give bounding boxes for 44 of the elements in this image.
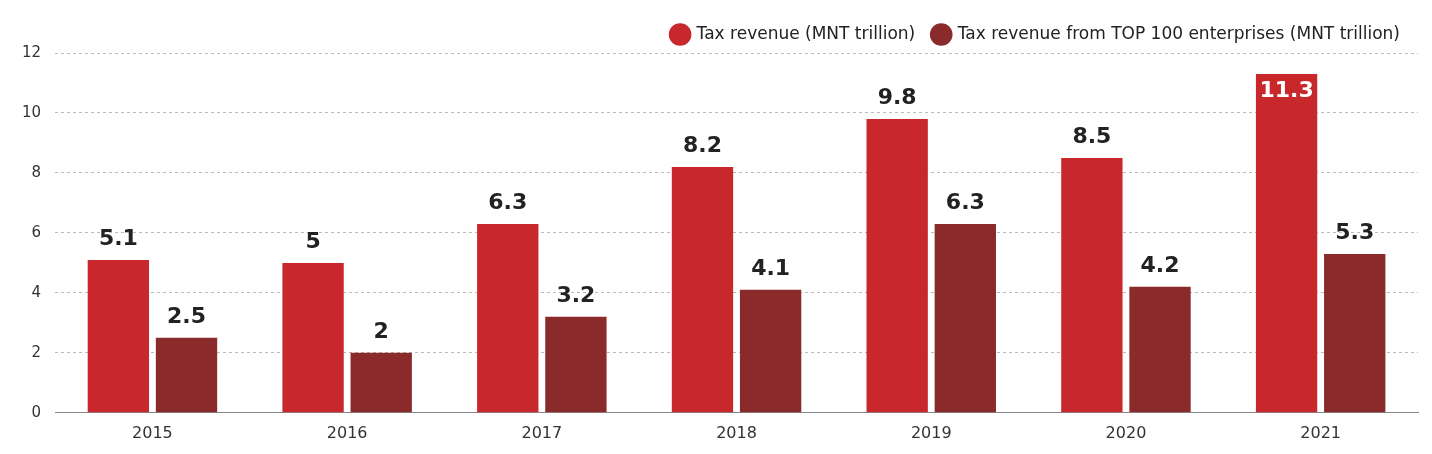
bar bbox=[934, 223, 996, 413]
y-tick-label: 4 bbox=[31, 282, 42, 301]
x-tick-label: 2017 bbox=[521, 422, 563, 442]
bar bbox=[477, 223, 539, 413]
bar bbox=[1324, 253, 1386, 413]
x-tick-label: 2020 bbox=[1105, 422, 1147, 442]
bar bbox=[739, 289, 802, 413]
y-tick-label: 6 bbox=[31, 222, 42, 241]
legend-label: Tax revenue (MNT trillion) bbox=[695, 22, 916, 43]
bar bbox=[350, 352, 412, 413]
data-label: 5.1 bbox=[98, 224, 138, 250]
x-tick-label: 2018 bbox=[716, 422, 757, 442]
bar bbox=[671, 166, 734, 413]
bar bbox=[87, 259, 150, 413]
data-label: 4.1 bbox=[751, 254, 791, 280]
bar bbox=[155, 337, 218, 413]
y-tick-label: 8 bbox=[31, 162, 42, 181]
data-label: 6.3 bbox=[488, 188, 528, 214]
x-tick-label: 2016 bbox=[326, 422, 368, 442]
data-label: 3.2 bbox=[556, 281, 596, 307]
bar bbox=[545, 316, 607, 413]
bar bbox=[1061, 157, 1123, 413]
x-tick-label: 2019 bbox=[910, 422, 952, 442]
legend-label: Tax revenue from TOP 100 enterprises (MNT trillion) bbox=[956, 22, 1401, 43]
bar bbox=[282, 262, 344, 413]
bar bbox=[866, 118, 928, 413]
x-tick-label: 2015 bbox=[132, 422, 173, 442]
data-label: 5 bbox=[305, 227, 321, 253]
data-label: 8.2 bbox=[682, 131, 722, 157]
y-tick-label: 12 bbox=[21, 42, 42, 61]
data-label: 5.3 bbox=[1335, 218, 1375, 244]
x-tick-label: 2021 bbox=[1300, 422, 1342, 442]
data-label: 9.8 bbox=[877, 83, 917, 109]
bar bbox=[1129, 286, 1191, 413]
data-label: 2 bbox=[373, 317, 389, 343]
data-label: 11.3 bbox=[1259, 76, 1314, 102]
data-label: 8.5 bbox=[1072, 122, 1112, 148]
data-label: 4.2 bbox=[1140, 251, 1180, 277]
data-label: 6.3 bbox=[945, 188, 985, 214]
y-tick-label: 0 bbox=[31, 402, 42, 421]
bar bbox=[1255, 73, 1318, 413]
y-tick-label: 2 bbox=[31, 342, 42, 361]
data-label: 2.5 bbox=[167, 302, 206, 328]
y-tick-label: 10 bbox=[21, 102, 42, 121]
